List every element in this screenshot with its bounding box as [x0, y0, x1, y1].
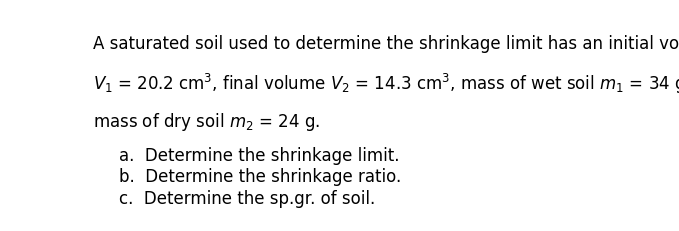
Text: b.  Determine the shrinkage ratio.: b. Determine the shrinkage ratio.	[119, 168, 401, 186]
Text: A saturated soil used to determine the shrinkage limit has an initial volume,: A saturated soil used to determine the s…	[93, 35, 679, 53]
Text: mass of dry soil $m_2$ = 24 g.: mass of dry soil $m_2$ = 24 g.	[93, 111, 320, 133]
Text: a.  Determine the shrinkage limit.: a. Determine the shrinkage limit.	[119, 147, 399, 165]
Text: c.  Determine the sp.gr. of soil.: c. Determine the sp.gr. of soil.	[119, 190, 375, 208]
Text: $V_1$ = 20.2 cm$^3$, final volume $V_2$ = 14.3 cm$^3$, mass of wet soil $m_1$ = : $V_1$ = 20.2 cm$^3$, final volume $V_2$ …	[93, 72, 679, 96]
